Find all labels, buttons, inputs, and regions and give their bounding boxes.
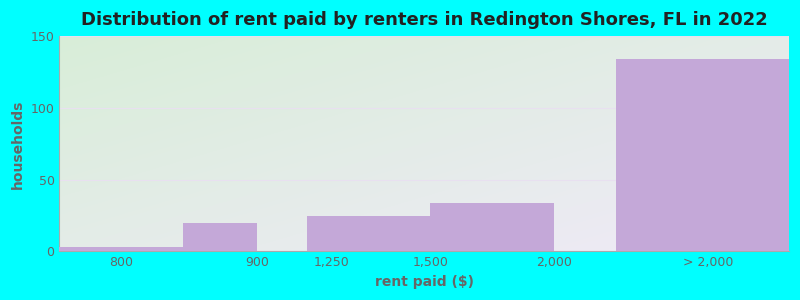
Bar <box>616 59 789 251</box>
Title: Distribution of rent paid by renters in Redington Shores, FL in 2022: Distribution of rent paid by renters in … <box>81 11 767 29</box>
Y-axis label: households: households <box>11 99 25 188</box>
Bar <box>59 247 183 251</box>
Bar <box>306 216 430 251</box>
X-axis label: rent paid ($): rent paid ($) <box>374 275 474 289</box>
Bar <box>183 223 258 251</box>
Bar <box>430 203 554 251</box>
